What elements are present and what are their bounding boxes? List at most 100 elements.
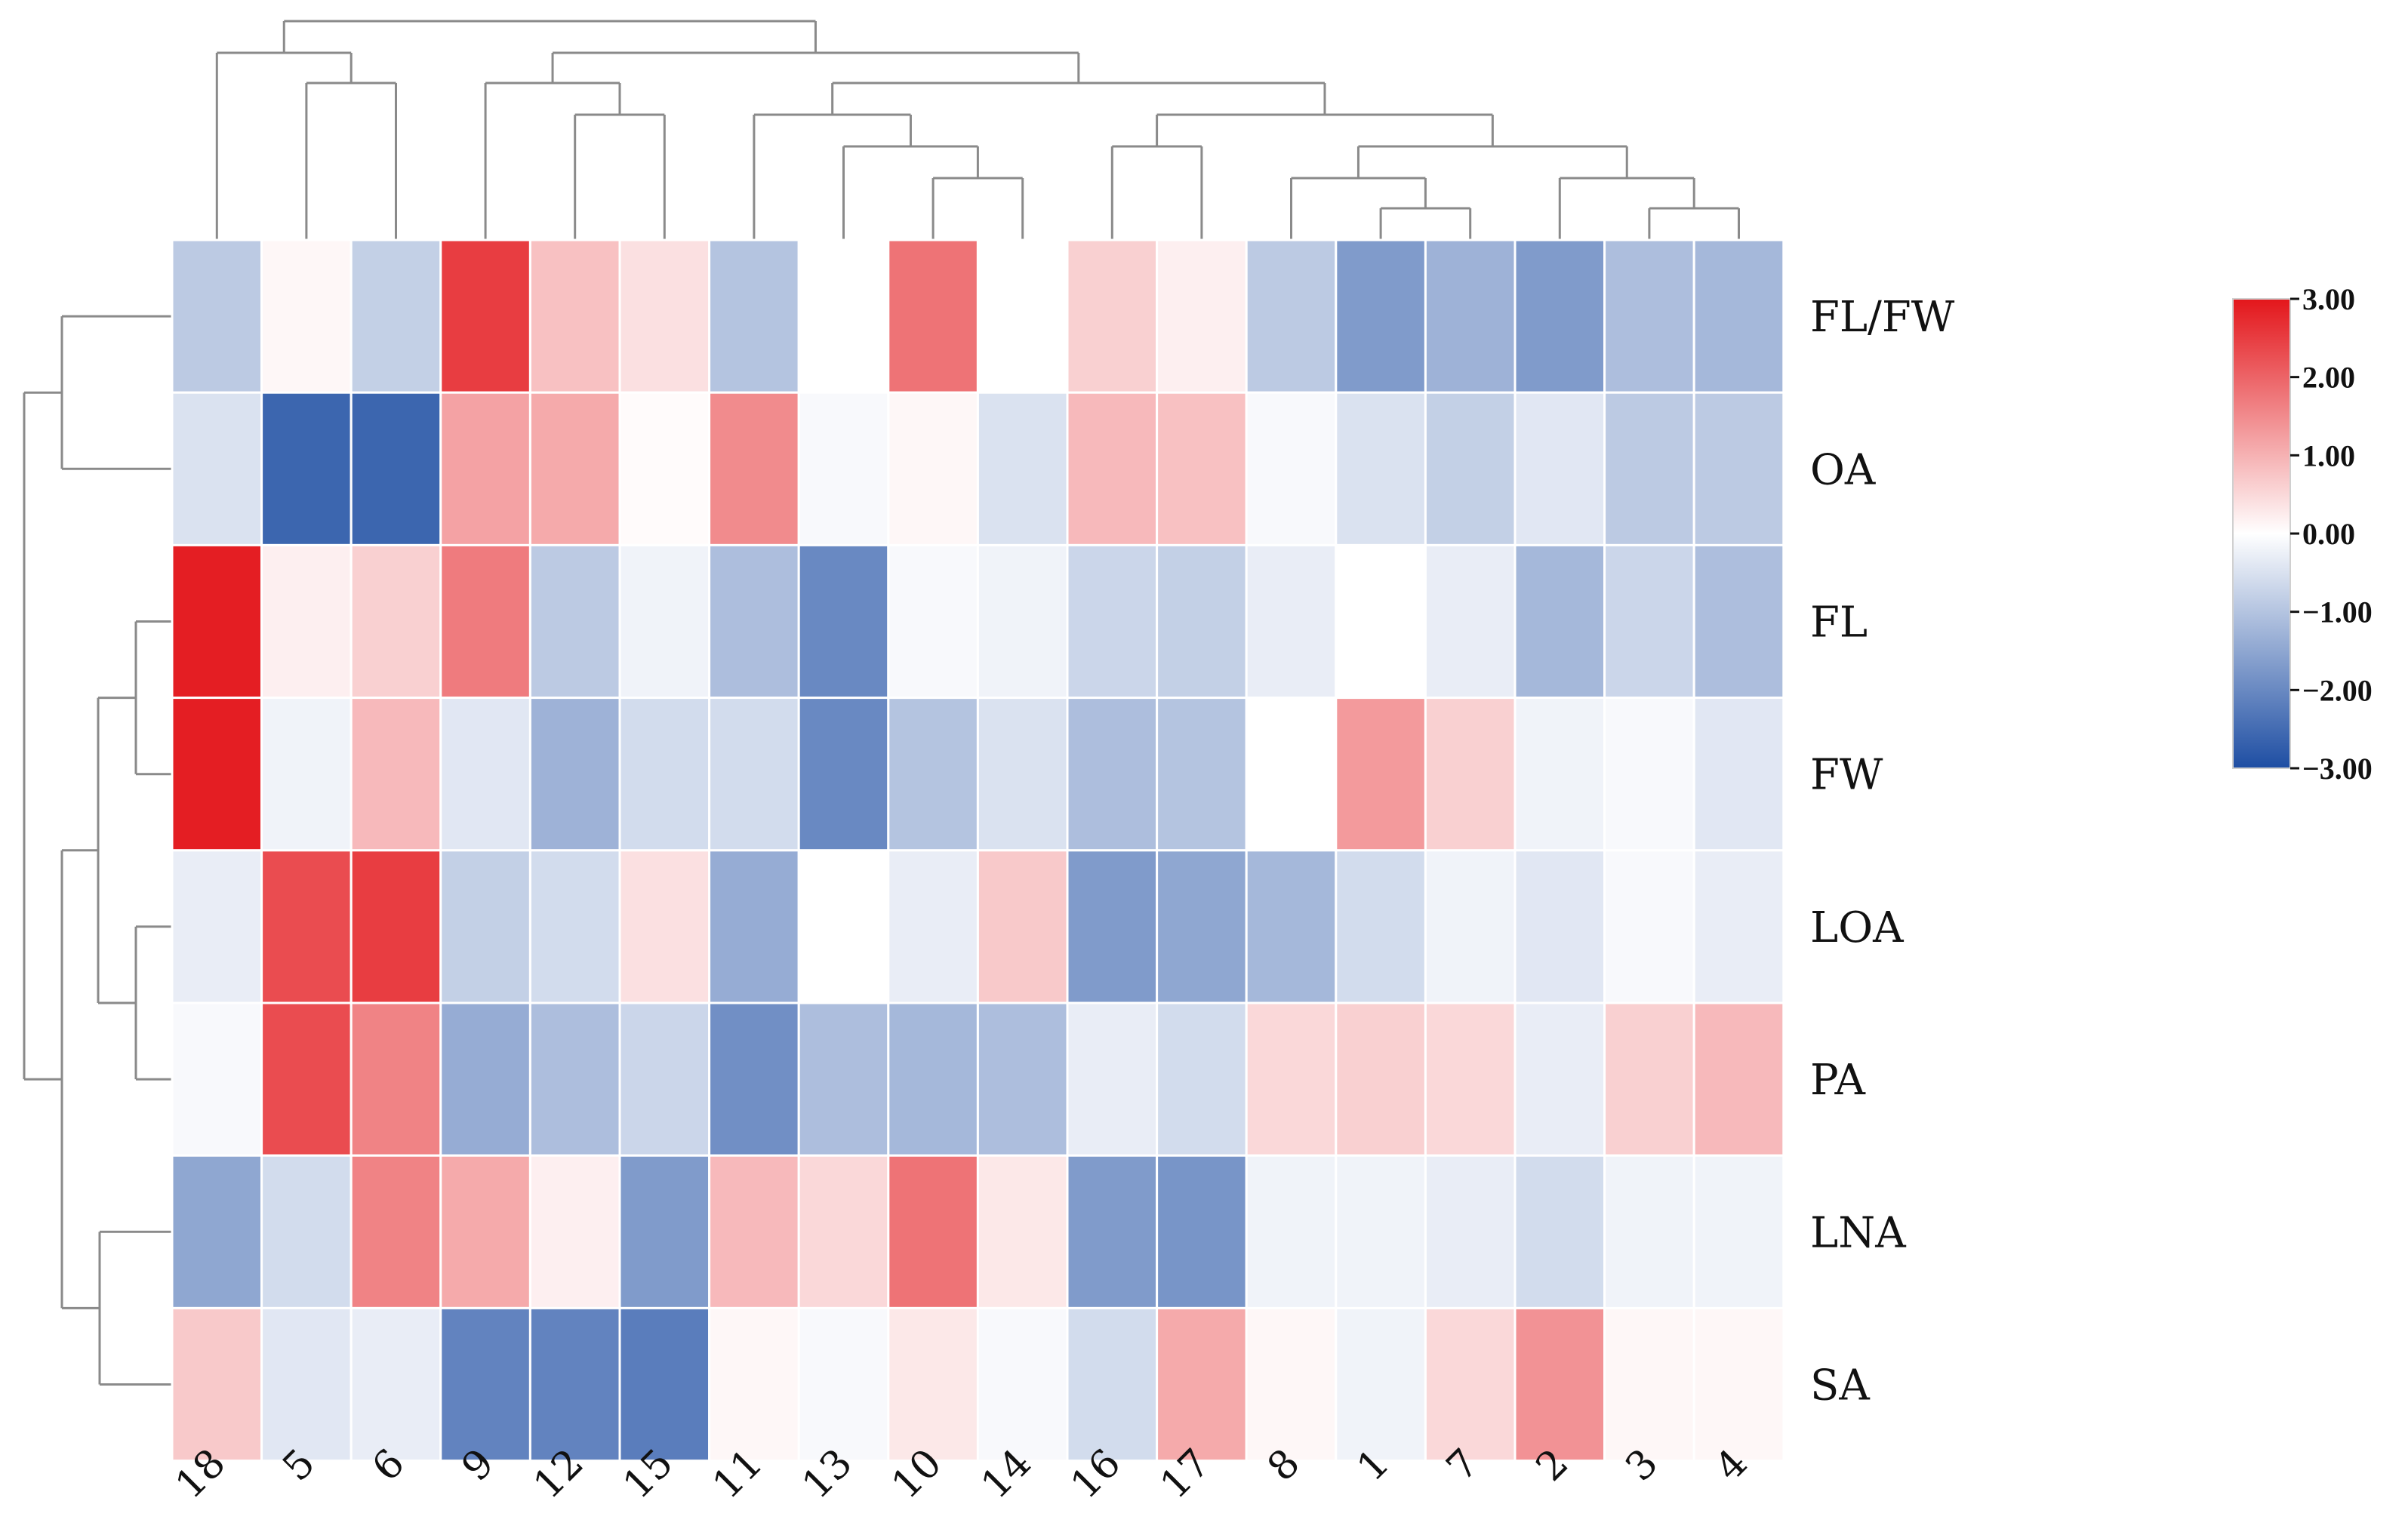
heatmap-cell-loa-11 — [708, 849, 800, 1004]
heatmap-cell-loa-14 — [976, 849, 1069, 1004]
heatmap-cell-loa-7 — [1424, 849, 1517, 1004]
row-label-loa: LOA — [1810, 903, 1904, 952]
heatmap-cell-fw-5 — [260, 697, 353, 852]
colorbar-tick-label: −3.00 — [2302, 752, 2373, 786]
heatmap-cell-lna-16 — [1066, 1154, 1159, 1309]
heatmap-cell-lna-11 — [708, 1154, 800, 1309]
heatmap-cell-pa-14 — [976, 1001, 1069, 1157]
row-label-pa: PA — [1810, 1056, 1866, 1105]
heatmap-cell-lna-18 — [171, 1154, 263, 1309]
heatmap-cell-loa-13 — [797, 849, 890, 1004]
heatmap-cell-pa-10 — [887, 1001, 979, 1157]
heatmap-cell-sa-3 — [1603, 1306, 1695, 1463]
heatmap-cell-oa-13 — [797, 391, 890, 546]
heatmap-cell-fl-fw-14 — [976, 238, 1069, 394]
row-label-oa: OA — [1810, 445, 1876, 494]
heatmap-cell-oa-7 — [1424, 391, 1517, 546]
heatmap-cell-oa-3 — [1603, 391, 1695, 546]
heatmap-cell-sa-11 — [708, 1306, 800, 1463]
row-label-fl-fw: FL/FW — [1810, 293, 1955, 342]
heatmap-cell-fw-8 — [1245, 697, 1338, 852]
heatmap-cell-fl-fw-5 — [260, 238, 353, 394]
heatmap-cell-sa-2 — [1513, 1306, 1606, 1463]
heatmap-cell-fw-17 — [1156, 697, 1248, 852]
heatmap-cell-sa-4 — [1692, 1306, 1785, 1463]
colorbar-tick-label: 0.00 — [2302, 517, 2355, 551]
colorbar-tick-label: −1.00 — [2302, 595, 2373, 629]
heatmap-cell-loa-17 — [1156, 849, 1248, 1004]
heatmap-cell-fl-13 — [797, 543, 890, 700]
heatmap-cell-oa-14 — [976, 391, 1069, 546]
colorbar-ticks: 3.00 2.00 1.00 0.00 −1.00 −2.00 −3.00 — [2290, 282, 2373, 786]
heatmap-cell-oa-8 — [1245, 391, 1338, 546]
row-label-fw: FW — [1810, 751, 1883, 800]
row-dendrogram — [23, 315, 172, 1386]
heatmap-cell-fl-fw-3 — [1603, 238, 1695, 394]
heatmap-cell-pa-17 — [1156, 1001, 1248, 1157]
row-label-sa: SA — [1810, 1361, 1870, 1410]
heatmap-cell-loa-12 — [528, 849, 621, 1004]
colorbar-tick-label: 3.00 — [2302, 282, 2355, 316]
heatmap-cell-loa-3 — [1603, 849, 1695, 1004]
heatmap-cell-fl-4 — [1692, 543, 1785, 700]
heatmap-cell-fl-1 — [1335, 543, 1427, 700]
heatmap-cell-sa-15 — [618, 1306, 711, 1463]
heatmap-cell-lna-4 — [1692, 1154, 1785, 1309]
heatmap-cell-sa-14 — [976, 1306, 1069, 1463]
heatmap-cell-loa-15 — [618, 849, 711, 1004]
heatmap-cell-pa-3 — [1603, 1001, 1695, 1157]
heatmap-cell-lna-7 — [1424, 1154, 1517, 1309]
heatmap-cells — [171, 238, 1785, 1463]
heatmap-cell-fw-2 — [1513, 697, 1606, 852]
heatmap-cell-pa-16 — [1066, 1001, 1159, 1157]
heatmap-cell-fl-fw-10 — [887, 238, 979, 394]
heatmap-cell-oa-9 — [439, 391, 531, 546]
heatmap-cell-oa-12 — [528, 391, 621, 546]
heatmap-cell-pa-2 — [1513, 1001, 1606, 1157]
heatmap-cell-fw-10 — [887, 697, 979, 852]
heatmap-cell-fw-13 — [797, 697, 890, 852]
heatmap-cell-fw-11 — [708, 697, 800, 852]
heatmap-cell-pa-18 — [171, 1001, 263, 1157]
row-label-lna: LNA — [1810, 1208, 1906, 1257]
heatmap-cell-oa-17 — [1156, 391, 1248, 546]
heatmap-cell-fl-18 — [171, 543, 263, 700]
heatmap-cell-fl-fw-17 — [1156, 238, 1248, 394]
heatmap-cell-loa-18 — [171, 849, 263, 1004]
heatmap-cell-sa-16 — [1066, 1306, 1159, 1463]
heatmap-cell-lna-5 — [260, 1154, 353, 1309]
heatmap-cell-lna-1 — [1335, 1154, 1427, 1309]
heatmap-cell-fw-14 — [976, 697, 1069, 852]
heatmap-cell-fl-15 — [618, 543, 711, 700]
heatmap-cell-oa-5 — [260, 391, 353, 546]
heatmap-cell-lna-8 — [1245, 1154, 1338, 1309]
heatmap-cell-oa-1 — [1335, 391, 1427, 546]
heatmap-cell-sa-18 — [171, 1306, 263, 1463]
heatmap-cell-fl-fw-6 — [349, 238, 442, 394]
heatmap-cell-sa-6 — [349, 1306, 442, 1463]
heatmap-cell-fl-fw-18 — [171, 238, 263, 394]
heatmap-cell-fw-1 — [1335, 697, 1427, 852]
heatmap-cell-sa-5 — [260, 1306, 353, 1463]
heatmap-cell-pa-9 — [439, 1001, 531, 1157]
heatmap-cell-fl-7 — [1424, 543, 1517, 700]
heatmap-cell-fl-11 — [708, 543, 800, 700]
heatmap-cell-oa-4 — [1692, 391, 1785, 546]
heatmap-cell-fl-10 — [887, 543, 979, 700]
heatmap-cell-lna-3 — [1603, 1154, 1695, 1309]
heatmap-cell-fl-fw-7 — [1424, 238, 1517, 394]
heatmap-cell-fl-fw-13 — [797, 238, 890, 394]
heatmap-cell-fl-fw-2 — [1513, 238, 1606, 394]
heatmap-cell-fl-fw-9 — [439, 238, 531, 394]
heatmap-cell-oa-16 — [1066, 391, 1159, 546]
heatmap-cell-fl-fw-12 — [528, 238, 621, 394]
heatmap-cell-fl-fw-16 — [1066, 238, 1159, 394]
heatmap-cell-fw-4 — [1692, 697, 1785, 852]
heatmap-cell-lna-17 — [1156, 1154, 1248, 1309]
heatmap-cell-sa-9 — [439, 1306, 531, 1463]
heatmap-cell-fl-14 — [976, 543, 1069, 700]
row-label-fl: FL — [1810, 598, 1868, 648]
heatmap-cell-fw-15 — [618, 697, 711, 852]
colorbar: 3.00 2.00 1.00 0.00 −1.00 −2.00 −3.00 — [2232, 282, 2373, 786]
heatmap-cell-sa-13 — [797, 1306, 890, 1463]
